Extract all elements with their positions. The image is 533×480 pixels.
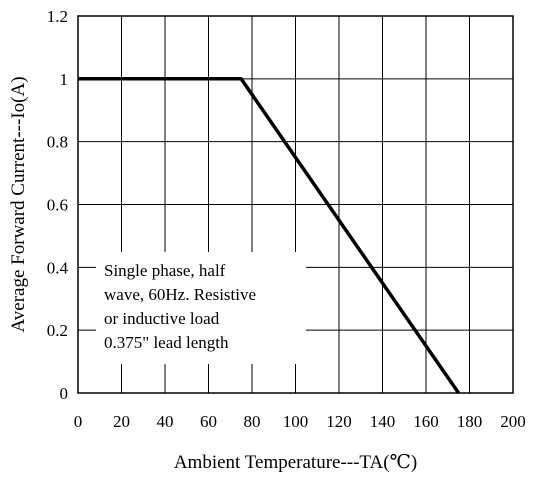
x-tick-label: 0 (74, 412, 83, 431)
annotation-line: or inductive load (104, 309, 220, 328)
y-tick-label: 0.2 (47, 321, 68, 340)
annotation-line: 0.375" lead length (104, 333, 229, 352)
annotation-line: wave, 60Hz. Resistive (104, 285, 256, 304)
x-tick-label: 180 (457, 412, 483, 431)
y-tick-label: 0 (60, 384, 69, 403)
series-line (78, 77, 461, 394)
y-tick-label: 1.2 (47, 7, 68, 26)
y-tick-label: 0.8 (47, 133, 68, 152)
series-group (78, 77, 461, 394)
x-tick-label: 140 (370, 412, 396, 431)
x-tick-label: 100 (283, 412, 309, 431)
x-axis-title: Ambient Temperature---TA(℃) (174, 452, 417, 473)
annotation-box: Single phase, half wave, 60Hz. Resistive… (104, 261, 256, 352)
x-tick-labels: 0 20 40 60 80 100 120 140 160 180 200 (74, 412, 526, 431)
y-tick-label: 1 (60, 70, 69, 89)
x-tick-label: 120 (326, 412, 352, 431)
x-tick-label: 80 (244, 412, 261, 431)
y-tick-labels: 0 0.2 0.4 0.6 0.8 1 1.2 (47, 7, 69, 403)
annotation-background (96, 252, 306, 364)
x-tick-label: 160 (413, 412, 439, 431)
plot-frame (77, 15, 514, 394)
x-tick-label: 60 (200, 412, 217, 431)
y-tick-label: 0.4 (47, 258, 69, 277)
annotation-line: Single phase, half (104, 261, 226, 280)
x-tick-label: 20 (113, 412, 130, 431)
x-tick-label: 40 (157, 412, 174, 431)
y-axis-title: Average Forward Current---Io(A) (8, 76, 29, 332)
x-tick-label: 200 (500, 412, 526, 431)
y-tick-label: 0.6 (47, 196, 68, 215)
